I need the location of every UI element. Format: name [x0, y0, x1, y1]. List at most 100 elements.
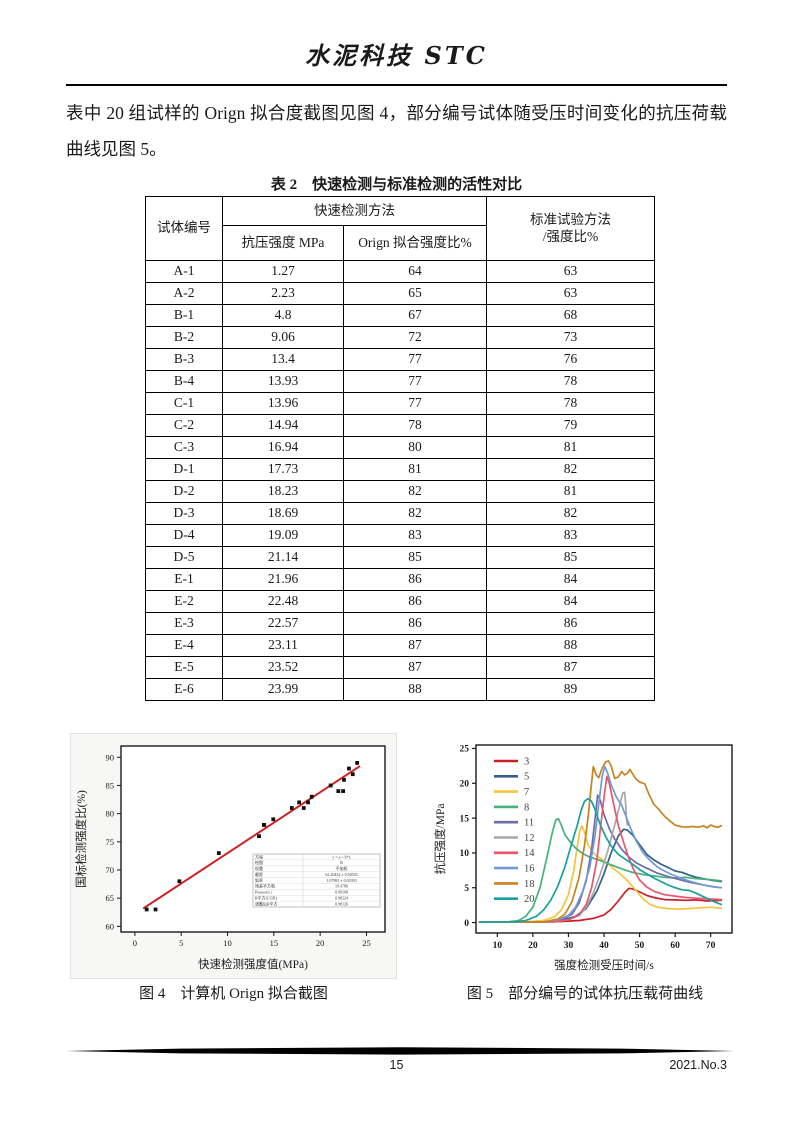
svg-text:0.98224: 0.98224 [335, 896, 348, 901]
table-cell: 72 [343, 326, 487, 349]
table-cell: D-1 [145, 458, 223, 481]
table-cell: D-2 [145, 480, 223, 503]
svg-text:25: 25 [362, 938, 371, 948]
table-cell: 82 [343, 502, 487, 525]
journal-title: 水泥科技 STC [305, 41, 488, 70]
table-header-row-1: 试体编号 快速检测方法 标准试验方法 /强度比% [145, 196, 655, 261]
table-cell: D-5 [145, 546, 223, 569]
svg-text:截距: 截距 [255, 871, 263, 877]
svg-text:75: 75 [106, 837, 115, 847]
table-cell: 63 [486, 260, 655, 283]
table-cell: E-3 [145, 612, 223, 635]
table-cell: 83 [343, 524, 487, 547]
table-cell: 18.23 [222, 480, 344, 503]
body-paragraph: 表中 20 组试样的 Orign 拟合度截图见图 4，部分编号试体随受压时间变化… [66, 103, 727, 159]
col-header-orign: Orign 拟合强度比% [343, 225, 487, 261]
fig5-series-20 [478, 797, 723, 924]
fig5-plot: 10 20 30 40 50 60 70 0 5 10 15 20 25 强度检测受压时间/s 抗压强度/M… [433, 744, 733, 972]
table-cell: 87 [486, 656, 655, 679]
svg-text:70: 70 [706, 941, 716, 951]
svg-text:19.4786: 19.4786 [335, 884, 348, 889]
table-row: A-1 1.27 64 63 [145, 260, 655, 283]
svg-text:15: 15 [270, 938, 279, 948]
table-cell: 82 [343, 480, 487, 503]
table-row: E-4 23.11 87 88 [145, 634, 655, 657]
figure4-origin-screenshot: 0 5 10 15 20 25 60 65 70 75 80 85 90 快速检测强度值(MPa) 国标检测… [70, 733, 397, 979]
fig4-xlabel: 快速检测强度值(MPa) [198, 957, 308, 971]
table-cell: C-2 [145, 414, 223, 437]
fig4-points [144, 761, 360, 912]
svg-text:11: 11 [524, 818, 534, 829]
svg-text:30: 30 [564, 941, 574, 951]
svg-text:25: 25 [460, 745, 470, 755]
table-cell: 80 [343, 436, 487, 459]
svg-text:62.20432 ± 0.50543: 62.20432 ± 0.50543 [325, 872, 357, 877]
svg-text:残差平方和: 残差平方和 [255, 883, 275, 889]
table-cell: C-3 [145, 436, 223, 459]
table-cell: 73 [486, 326, 655, 349]
svg-text:5: 5 [524, 772, 529, 783]
table-cell: E-1 [145, 568, 223, 591]
fig5-ylabel: 抗压强度/MPa [433, 804, 447, 875]
fig5-series-14 [478, 775, 723, 924]
table-cell: 88 [486, 634, 655, 657]
svg-text:20: 20 [524, 894, 535, 905]
table-row: C-1 13.96 77 78 [145, 392, 655, 415]
fig4-plot: 0 5 10 15 20 25 60 65 70 75 80 85 90 快速检测强度值(MPa) 国标检测… [74, 745, 386, 971]
table-cell: 76 [486, 348, 655, 371]
fig5-line-chart: 10 20 30 40 50 60 70 0 5 10 15 20 25 强度检测受压时间/s 抗压强度/M… [433, 744, 733, 972]
svg-text:0.98126: 0.98126 [335, 901, 348, 906]
fig4-scatter-chart: 0 5 10 15 20 25 60 65 70 75 80 85 90 快速检测强度值(MPa) 国标检测… [74, 745, 386, 971]
col-header-rapid-group: 快速检测方法 [222, 196, 487, 226]
col-header-standard-line1: 标准试验方法 [530, 211, 611, 227]
table-cell: 23.99 [222, 678, 344, 701]
footer-rule [66, 1047, 734, 1055]
table-cell: 13.93 [222, 370, 344, 393]
fig4-fit-line [142, 765, 361, 910]
table-cell: 63 [486, 282, 655, 305]
table-cell: D-4 [145, 524, 223, 547]
table-cell: 84 [486, 590, 655, 613]
svg-text:不加权: 不加权 [336, 865, 348, 871]
svg-text:3: 3 [524, 756, 529, 767]
table-cell: 89 [486, 678, 655, 701]
table-cell: 84 [486, 568, 655, 591]
table-cell: D-3 [145, 502, 223, 525]
table-cell: 88 [343, 678, 487, 701]
svg-text:12: 12 [524, 833, 535, 844]
table-cell: 81 [343, 458, 487, 481]
fig5-xlabel: 强度检测受压时间/s [554, 958, 654, 972]
fig5-legend: 3 5 7 8 11 12 14 16 18 20 [494, 756, 535, 905]
table-row: B-1 4.8 67 68 [145, 304, 655, 327]
table-cell: E-5 [145, 656, 223, 679]
table-head: 试体编号 快速检测方法 标准试验方法 /强度比% 抗压强度 MPa Orign … [145, 196, 655, 261]
table-cell: 82 [486, 458, 655, 481]
table-row: E-2 22.48 86 84 [145, 590, 655, 613]
table-header-row-2: 抗压强度 MPa Orign 拟合强度比% [146, 225, 655, 261]
svg-text:65: 65 [106, 893, 115, 903]
table-cell: 87 [343, 634, 487, 657]
table-cell: 85 [486, 546, 655, 569]
table-row: E-1 21.96 86 84 [145, 568, 655, 591]
table-cell: 68 [486, 304, 655, 327]
table-cell: 81 [486, 436, 655, 459]
fig5-series-18 [478, 760, 723, 924]
table-cell: 13.96 [222, 392, 344, 415]
figure5-caption: 图 5 部分编号的试体抗压载荷曲线 [466, 986, 704, 1002]
table-cell: 78 [343, 414, 487, 437]
table-cell: B-1 [145, 304, 223, 327]
svg-text:B: B [340, 860, 343, 865]
svg-text:20: 20 [316, 938, 325, 948]
fig4-ylabel: 国标检测强度比(%) [74, 790, 88, 888]
col-header-specimen: 试体编号 [145, 196, 223, 261]
table-title: 表 2 快速检测与标准检测的活性对比 [270, 177, 523, 193]
table-cell: 13.4 [222, 348, 344, 371]
svg-text:90: 90 [106, 752, 115, 762]
svg-text:7: 7 [524, 787, 529, 798]
footer-page-number: 15 [389, 1058, 404, 1072]
svg-text:14: 14 [524, 848, 535, 859]
table-cell: 23.52 [222, 656, 344, 679]
table-cell: 16.94 [222, 436, 344, 459]
table-body: A-1 1.27 64 63 A-2 2.23 65 63 B-1 4.8 67 68 B-2 9.06 7… [145, 260, 655, 701]
